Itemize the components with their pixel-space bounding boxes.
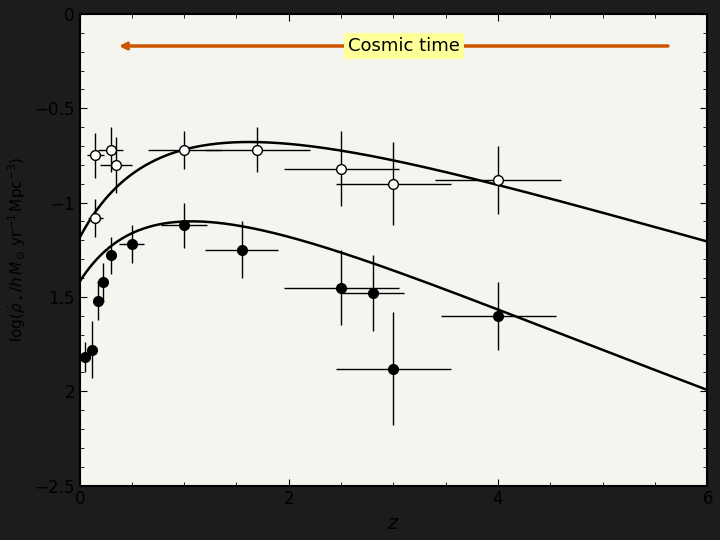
Text: Cosmic time: Cosmic time: [348, 37, 460, 55]
Y-axis label: $\log(\dot{\rho}_\star / h\,M_\odot\,\mathrm{yr}^{-1}\,\mathrm{Mpc}^{-3})$: $\log(\dot{\rho}_\star / h\,M_\odot\,\ma…: [7, 157, 28, 342]
X-axis label: $z$: $z$: [387, 514, 400, 533]
